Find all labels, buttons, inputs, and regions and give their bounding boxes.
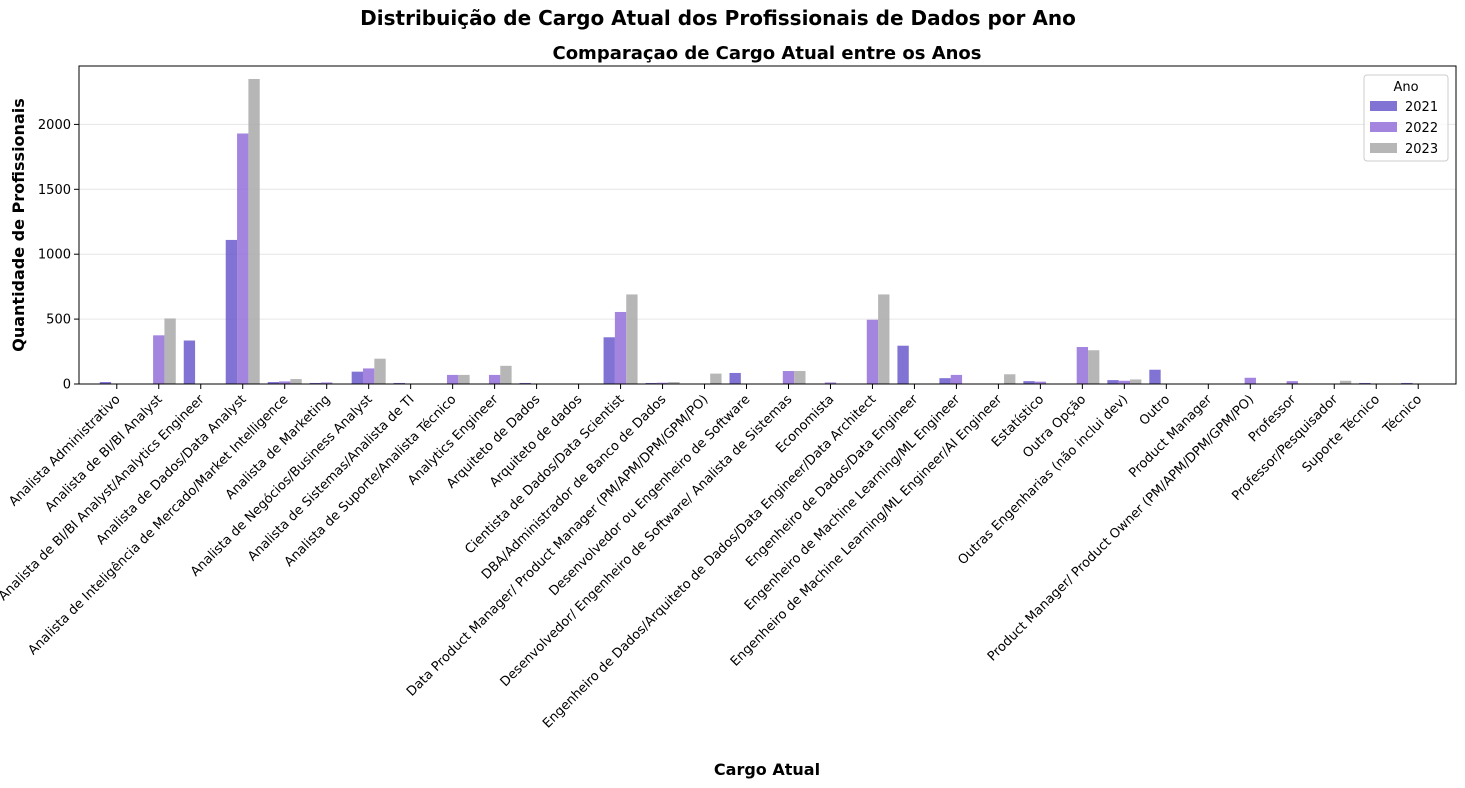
- x-tick-label: Outro: [1137, 392, 1174, 429]
- bar-2021: [729, 372, 741, 384]
- bar-2022: [950, 374, 963, 384]
- bar-2022: [1244, 377, 1256, 384]
- bar-2022: [824, 382, 837, 384]
- bar-2022: [321, 382, 333, 384]
- gridlines: [79, 123, 1456, 385]
- bar-2021: [1149, 369, 1161, 384]
- bar-2023: [374, 358, 386, 384]
- bar-2022: [782, 371, 795, 384]
- bar-2021: [897, 345, 909, 384]
- chart-suptitle: Distribuição de Cargo Atual dos Profissi…: [360, 6, 1076, 30]
- bar-2022: [446, 374, 459, 384]
- bar-2021: [393, 382, 405, 384]
- chart-title: Comparaçao de Cargo Atual entre os Anos: [552, 43, 981, 64]
- y-tick-label: 0: [63, 378, 71, 393]
- bar-2021: [183, 340, 196, 384]
- bar-2021: [645, 382, 657, 384]
- bar-2023: [1088, 350, 1100, 384]
- legend-label: 2021: [1405, 100, 1438, 115]
- bar-2023: [668, 382, 680, 384]
- bar-2021: [603, 337, 615, 384]
- bar-2021: [225, 239, 238, 384]
- legend: Ano 2021 2022 2023: [1363, 74, 1449, 162]
- bar-2021: [1107, 380, 1119, 384]
- bar-2023: [290, 379, 302, 384]
- x-tick-label: Suporte Técnico: [1300, 392, 1384, 476]
- plot-frame: [78, 65, 1457, 385]
- x-tick-label: Product Manager/ Product Owner (PM/APM/D…: [985, 392, 1257, 664]
- bar-2023: [1004, 374, 1016, 384]
- bar-2022: [279, 381, 291, 384]
- x-axis-label: Cargo Atual: [714, 760, 820, 779]
- bar-2021: [1401, 382, 1413, 384]
- x-tick-label: Analista de Dados/Data Analyst: [94, 392, 250, 548]
- y-tick-label: 2000: [38, 118, 71, 133]
- bar-2023: [164, 318, 176, 384]
- bar-2021: [351, 371, 364, 384]
- bar-2023: [626, 294, 638, 384]
- y-axis-label: Quantidade de Profissionais: [9, 98, 28, 352]
- bar-2021: [1359, 382, 1371, 384]
- bar-2021: [1023, 381, 1035, 384]
- legend-swatch: [1370, 122, 1397, 132]
- bar-2021: [267, 382, 280, 384]
- legend-title: Ano: [1393, 80, 1418, 95]
- bar-2022: [1286, 381, 1298, 384]
- bar-2021: [939, 378, 951, 384]
- legend-label: 2023: [1405, 142, 1438, 157]
- bar-2021: [519, 382, 531, 384]
- bar-2021: [309, 382, 322, 384]
- bar-2023: [1130, 379, 1142, 384]
- bars-group: [99, 78, 1413, 385]
- bar-2023: [248, 78, 260, 385]
- bar-2023: [710, 373, 722, 384]
- bar-2023: [878, 294, 890, 384]
- bar-2022: [614, 311, 627, 384]
- bar-2022: [1118, 380, 1131, 384]
- legend-label: 2022: [1405, 121, 1438, 136]
- x-tick-label: Desenvolvedor ou Engenheiro de Software: [546, 392, 753, 599]
- bar-2022: [1034, 381, 1047, 384]
- legend-box: [1363, 74, 1449, 162]
- bar-2021: [99, 382, 112, 384]
- bar-2022: [866, 319, 879, 384]
- x-tick-label: Engenheiro de Machine Learning/ML Engine…: [728, 392, 1006, 670]
- x-tick-label: Técnico: [1380, 392, 1425, 437]
- bar-2022: [237, 133, 249, 384]
- y-tick-label: 1000: [38, 248, 71, 263]
- bar-2022: [1076, 347, 1089, 384]
- bar-2023: [794, 371, 806, 384]
- bar-2022: [656, 382, 669, 384]
- bar-2022: [363, 368, 375, 384]
- y-axis: 0 500 1000 1500 2000: [38, 118, 79, 393]
- y-tick-label: 500: [46, 313, 71, 328]
- bar-2023: [500, 365, 512, 384]
- bar-2022: [153, 335, 165, 384]
- y-tick-label: 1500: [38, 183, 71, 198]
- legend-swatch: [1370, 101, 1397, 111]
- bar-2022: [488, 374, 501, 384]
- bar-2023: [458, 374, 470, 384]
- bar-2023: [1339, 380, 1352, 384]
- legend-swatch: [1370, 143, 1397, 153]
